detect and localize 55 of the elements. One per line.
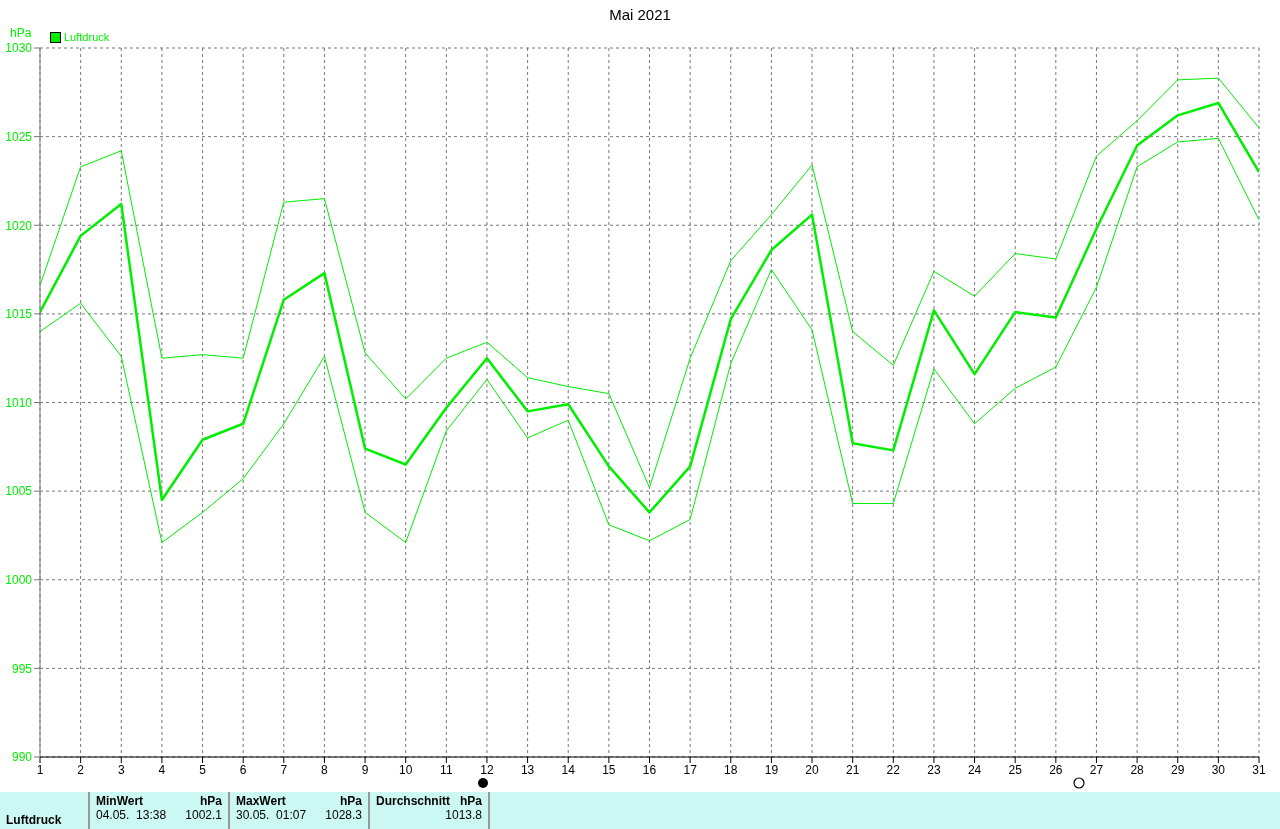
x-tick-label: 9	[361, 762, 369, 777]
x-tick-label: 14	[561, 762, 576, 777]
y-axis-title: hPa	[10, 26, 32, 40]
x-tick-label: 25	[1008, 762, 1023, 777]
y-tick-label: 995	[11, 661, 33, 676]
x-tick-label: 16	[642, 762, 657, 777]
x-tick-label: 27	[1089, 762, 1104, 777]
chart-title: Mai 2021	[608, 6, 672, 23]
text: MaxWert	[236, 794, 286, 808]
text: hPa	[199, 794, 222, 808]
text: 1002.1	[185, 808, 222, 822]
x-tick-label: 1	[36, 762, 44, 777]
x-tick-label: 5	[199, 762, 207, 777]
y-tick-label: 1030	[5, 41, 33, 56]
y-tick-label: 1000	[5, 573, 33, 588]
text: Luftdruck	[5, 812, 63, 829]
x-tick-label: 4	[158, 762, 166, 777]
x-tick-label: 22	[886, 762, 901, 777]
x-tick-label: 23	[927, 762, 941, 777]
text: 04.05. 13:38	[96, 808, 167, 822]
x-tick-label: 10	[399, 762, 413, 777]
text: 30.05. 01:07	[236, 808, 307, 822]
text: MinWert	[96, 794, 144, 808]
x-tick-label: 11	[440, 762, 453, 777]
text: 1013.8	[445, 808, 482, 822]
x-tick-label: 28	[1130, 762, 1145, 777]
x-tick-label: 31	[1252, 762, 1266, 777]
legend-label: Luftdruck	[64, 31, 110, 43]
y-tick-label: 990	[11, 750, 33, 765]
text: Durchschnitt	[376, 794, 451, 808]
text: hPa	[339, 794, 362, 808]
x-tick-label: 13	[520, 762, 535, 777]
x-tick-label: 19	[764, 762, 779, 777]
x-tick-label: 8	[321, 762, 329, 777]
x-tick-label: 2	[77, 762, 85, 777]
x-tick-label: 7	[280, 762, 288, 777]
x-tick-label: 24	[967, 762, 982, 777]
x-tick-label: 12	[480, 762, 494, 777]
x-tick-label: 20	[805, 762, 820, 777]
y-tick-label: 1020	[5, 218, 33, 233]
x-tick-label: 17	[683, 762, 698, 777]
x-tick-label: 15	[602, 762, 616, 777]
text: hPa	[459, 794, 482, 808]
y-tick-label: 1025	[5, 129, 33, 144]
x-tick-label: 3	[117, 762, 125, 777]
x-tick-label: 26	[1049, 762, 1063, 777]
x-tick-label: 21	[845, 762, 860, 777]
y-tick-label: 1015	[5, 307, 33, 322]
x-tick-label: 18	[724, 762, 738, 777]
x-tick-label: 30	[1211, 762, 1226, 777]
y-tick-label: 1010	[5, 395, 33, 410]
x-tick-label: 29	[1171, 762, 1185, 777]
x-tick-label: 6	[239, 762, 247, 777]
y-tick-label: 1005	[5, 484, 33, 499]
text: 1028.3	[325, 808, 362, 822]
